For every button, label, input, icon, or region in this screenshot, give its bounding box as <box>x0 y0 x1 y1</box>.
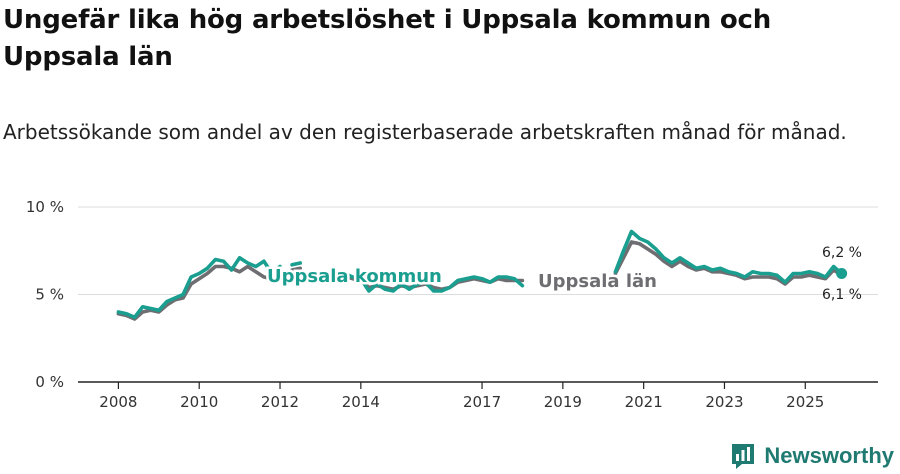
series-lines <box>116 229 844 321</box>
series-line-segment <box>290 266 302 272</box>
series-line-segment <box>116 256 282 320</box>
chart-title: Ungefär lika hög arbetslöshet i Uppsala … <box>3 5 772 72</box>
series-line-segment <box>326 270 525 293</box>
series-label-uppsala-lan: Uppsala län <box>538 271 657 292</box>
series-uppsala-lan <box>116 240 844 321</box>
series-line-segment <box>290 261 302 267</box>
x-tick-label: 2023 <box>705 393 743 411</box>
series-line-segment <box>116 264 282 321</box>
x-tick-label: 2021 <box>625 393 663 411</box>
x-tick-label: 2012 <box>261 393 299 411</box>
series-line-segment <box>613 229 844 284</box>
x-tick-label: 2008 <box>99 393 137 411</box>
gridlines: 0 % 5 % 10 % <box>26 198 878 391</box>
x-tick-label: 2019 <box>544 393 582 411</box>
x-tick-label: 2017 <box>463 393 501 411</box>
labels: Uppsala kommun Uppsala län 6,2 % 6,1 % <box>265 245 863 303</box>
newsworthy-icon <box>732 444 755 469</box>
series-label-uppsala-kommun: Uppsala kommun <box>267 266 442 287</box>
y-tick-label: 0 % <box>35 373 64 391</box>
x-tick-label: 2025 <box>786 393 824 411</box>
x-tick-label: 2014 <box>342 393 380 411</box>
chart-subtitle: Arbetssökande som andel av den registerb… <box>3 120 847 144</box>
end-value-label-kommun: 6,2 % <box>822 245 862 261</box>
end-point-marker <box>836 268 848 279</box>
x-tick-label: 2010 <box>180 393 218 411</box>
y-tick-label: 5 % <box>35 286 64 304</box>
y-tick-label: 10 % <box>26 198 64 216</box>
newsworthy-logo: Newsworthy <box>730 442 894 470</box>
line-chart: 0 %5 %10 % 2008 2010 2012 2014 2017 2019 2021 2… <box>26 198 878 411</box>
x-axis: 2008 2010 2012 2014 2017 2019 2021 2023 2025 <box>78 381 878 411</box>
series-uppsala-kommun <box>116 229 844 320</box>
brand-name: Newsworthy <box>764 443 894 468</box>
end-value-label-lan: 6,1 % <box>822 287 862 303</box>
